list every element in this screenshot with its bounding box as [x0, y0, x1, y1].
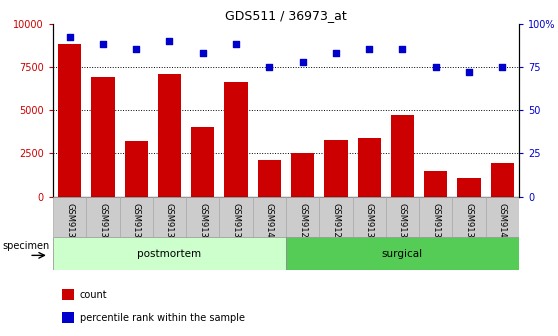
Bar: [53, 237, 286, 270]
Text: postmortem: postmortem: [137, 249, 201, 259]
Bar: [186, 197, 219, 237]
Bar: [453, 197, 485, 237]
Point: [331, 50, 340, 56]
Text: GSM9132: GSM9132: [98, 203, 108, 243]
Bar: [386, 197, 419, 237]
Text: GSM9140: GSM9140: [498, 203, 507, 243]
Bar: [424, 171, 448, 197]
Bar: [324, 140, 348, 197]
Bar: [62, 289, 74, 300]
Bar: [258, 160, 281, 197]
Text: GSM9136: GSM9136: [198, 203, 207, 243]
Point: [431, 64, 440, 70]
Point: [65, 35, 74, 40]
Point: [465, 69, 474, 75]
Point: [398, 47, 407, 52]
Text: GSM9129: GSM9129: [331, 203, 340, 243]
Text: surgical: surgical: [382, 249, 423, 259]
Point: [198, 50, 207, 56]
Point: [365, 47, 374, 52]
Bar: [291, 153, 314, 197]
Bar: [119, 197, 153, 237]
Text: GSM9133: GSM9133: [132, 203, 141, 243]
Text: GSM9139: GSM9139: [464, 203, 474, 243]
Text: GSM9128: GSM9128: [298, 203, 307, 243]
Bar: [419, 197, 453, 237]
Bar: [391, 115, 414, 197]
Bar: [153, 197, 186, 237]
Point: [98, 42, 107, 47]
Bar: [458, 177, 480, 197]
Bar: [224, 82, 248, 197]
Bar: [319, 197, 353, 237]
Bar: [286, 197, 319, 237]
Bar: [353, 197, 386, 237]
Bar: [158, 74, 181, 197]
Title: GDS511 / 36973_at: GDS511 / 36973_at: [225, 9, 347, 23]
Bar: [62, 312, 74, 323]
Text: specimen: specimen: [3, 241, 50, 251]
Bar: [58, 44, 81, 197]
Text: percentile rank within the sample: percentile rank within the sample: [80, 312, 244, 323]
Text: GSM9131: GSM9131: [65, 203, 74, 243]
Bar: [286, 237, 519, 270]
Point: [232, 42, 240, 47]
Point: [165, 38, 174, 44]
Bar: [490, 163, 514, 197]
Bar: [253, 197, 286, 237]
Point: [265, 64, 274, 70]
Text: GSM9141: GSM9141: [265, 203, 274, 243]
Bar: [92, 77, 114, 197]
Bar: [485, 197, 519, 237]
Bar: [191, 127, 214, 197]
Text: GSM9137: GSM9137: [232, 203, 240, 243]
Bar: [86, 197, 119, 237]
Bar: [358, 138, 381, 197]
Text: GSM9130: GSM9130: [365, 203, 374, 243]
Bar: [53, 197, 86, 237]
Text: GSM9135: GSM9135: [165, 203, 174, 243]
Text: GSM9138: GSM9138: [431, 203, 440, 243]
Point: [498, 64, 507, 70]
Bar: [219, 197, 253, 237]
Text: count: count: [80, 290, 107, 300]
Point: [132, 47, 141, 52]
Text: GSM9134: GSM9134: [398, 203, 407, 243]
Point: [298, 59, 307, 64]
Bar: [124, 141, 148, 197]
